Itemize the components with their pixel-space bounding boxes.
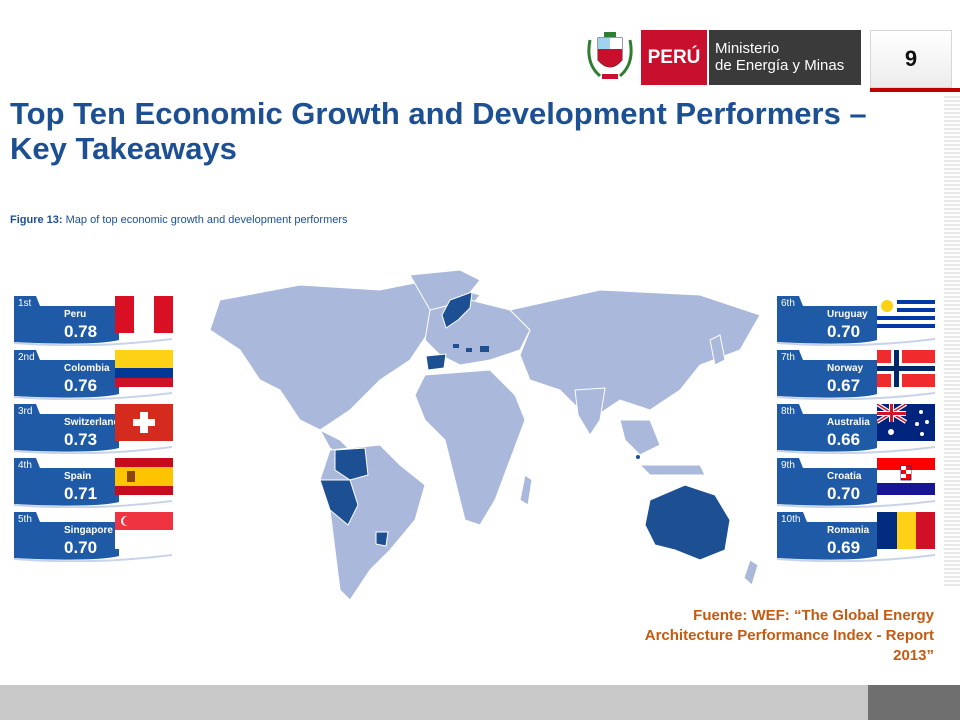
africa-shape: [414, 369, 526, 526]
world-map: [209, 270, 761, 601]
spain-flag-icon: [115, 458, 173, 495]
country-name: Switzerland: [64, 417, 120, 428]
rank-label: 2nd: [18, 352, 35, 363]
norway-highlight: [441, 291, 473, 329]
spain-highlight: [425, 353, 447, 371]
new-zealand-shape: [743, 559, 759, 586]
ministry-line-2: de Energía y Minas: [715, 57, 845, 74]
singapore-flag-icon: [115, 512, 173, 549]
rank-label: 3rd: [18, 406, 33, 417]
card-background: [777, 296, 935, 346]
rank-card-5: 5th Singapore 0.70: [14, 512, 174, 562]
ministry-line-1: Ministerio: [715, 40, 780, 57]
score-value: 0.78: [64, 322, 98, 341]
country-name: Singapore: [64, 525, 113, 536]
card-background: [777, 350, 935, 400]
country-name: Spain: [64, 471, 92, 482]
score-value: 0.69: [827, 538, 861, 557]
asia-shape: [509, 289, 761, 421]
rank-label: 10th: [781, 514, 801, 525]
colombia-flag-icon: [115, 350, 173, 387]
country-name: Croatia: [827, 471, 862, 482]
figure-caption-text: Map of top economic growth and developme…: [65, 214, 348, 226]
north-america-shape: [209, 279, 481, 431]
card-background: [777, 512, 935, 562]
score-value: 0.70: [827, 484, 861, 503]
card-background: [14, 404, 172, 454]
country-name: Romania: [827, 525, 870, 536]
croatia-flag-icon: [877, 458, 935, 495]
peru-highlight: [319, 479, 359, 526]
score-value: 0.73: [64, 430, 98, 449]
australia-flag-icon: [877, 404, 935, 441]
slide-title: Top Ten Economic Growth and Development …: [10, 96, 867, 166]
card-background: [14, 296, 172, 346]
score-value: 0.70: [64, 538, 98, 557]
rank-label: 6th: [781, 298, 795, 309]
romania-highlight: [480, 346, 489, 352]
switzerland-highlight: [453, 344, 459, 348]
rank-card-7: 7th Norway 0.67: [777, 350, 937, 400]
indonesia-shape: [638, 464, 706, 476]
madagascar-shape: [519, 474, 533, 506]
score-value: 0.67: [827, 376, 861, 395]
score-value: 0.70: [827, 322, 861, 341]
country-name: Australia: [827, 417, 870, 428]
peru-coat-of-arms-logo: [586, 30, 634, 82]
japan-shape: [709, 334, 726, 366]
figure-caption: Figure 13: Map of top economic growth an…: [10, 214, 348, 226]
peru-flag-icon: [115, 296, 173, 333]
rank-card-4: 4th Spain 0.71: [14, 458, 174, 508]
rank-card-6: 6th Uruguay 0.70: [777, 296, 937, 346]
figure-label: Figure 13:: [10, 214, 63, 226]
rank-label: 7th: [781, 352, 795, 363]
country-name: Colombia: [64, 363, 110, 374]
decorative-side-strip: [944, 96, 960, 586]
card-background: [14, 458, 172, 508]
singapore-highlight: [636, 455, 640, 459]
country-name: Uruguay: [827, 309, 868, 320]
source-citation: Fuente: WEF: “The Global Energy Architec…: [644, 607, 934, 664]
rank-label: 4th: [18, 460, 32, 471]
accent-divider: [870, 88, 960, 92]
croatia-highlight: [466, 348, 472, 352]
australia-highlight: [644, 484, 731, 561]
peru-brand-label: PERÚ: [641, 30, 707, 85]
uruguay-flag-icon: [877, 296, 935, 333]
india-shape: [574, 387, 606, 436]
ministry-name: Ministerio de Energía y Minas: [709, 30, 861, 85]
romania-flag-icon: [877, 512, 935, 549]
southeast-asia-shape: [619, 419, 661, 456]
rank-card-8: 8th Australia 0.66: [777, 404, 937, 454]
switzerland-flag-icon: [115, 404, 173, 441]
rank-card-2: 2nd Colombia 0.76: [14, 350, 174, 400]
score-value: 0.66: [827, 430, 861, 449]
rank-label: 5th: [18, 514, 32, 525]
uruguay-highlight: [375, 531, 389, 547]
card-background: [14, 512, 172, 562]
norway-flag-icon: [877, 350, 935, 387]
score-value: 0.71: [64, 484, 98, 503]
score-value: 0.76: [64, 376, 98, 395]
footer-bar: [0, 685, 960, 720]
rank-label: 8th: [781, 406, 795, 417]
card-background: [14, 350, 172, 400]
rank-card-10: 10th Romania 0.69: [777, 512, 937, 562]
rank-label: 9th: [781, 460, 795, 471]
country-name: Norway: [827, 363, 864, 374]
rank-card-1: 1st Peru 0.78: [14, 296, 174, 346]
card-background: [777, 458, 935, 508]
rank-card-3: 3rd Switzerland 0.73: [14, 404, 174, 454]
card-background: [777, 404, 935, 454]
footer-accent-block: [868, 685, 960, 720]
colombia-highlight: [334, 447, 369, 481]
rank-label: 1st: [18, 298, 32, 309]
page-number: 9: [870, 30, 952, 88]
country-name: Peru: [64, 309, 87, 320]
rank-card-9: 9th Croatia 0.70: [777, 458, 937, 508]
